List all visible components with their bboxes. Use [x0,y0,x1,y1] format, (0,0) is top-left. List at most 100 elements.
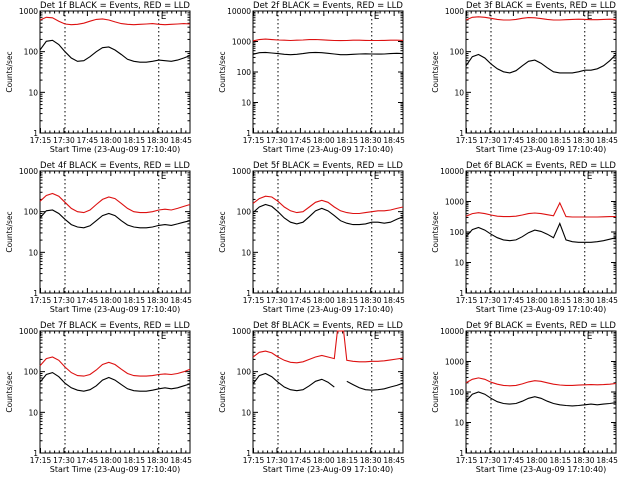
y-tick-label: 10000 [440,167,464,176]
x-tick-label: 18:15 [123,296,145,305]
y-tick-label: 10 [241,248,251,257]
y-tick-label: 10 [241,408,251,417]
x-tick-label: 18:45 [383,456,405,465]
detector-panel-7: Det 7f BLACK = Events, RED = LLD 1 10 100 10… [5,321,192,474]
plot-frame [252,330,404,454]
y-tick-label: 1000 [445,7,464,16]
x-tick-label: 18:45 [383,296,405,305]
y-tick-label: 10 [28,248,38,257]
x-tick-label: 18:45 [596,296,618,305]
detector-panel-8: Det 8f BLACK = Events, RED = LLD 1 10 100 10… [218,321,405,474]
panel-title: Det 9f BLACK = Events, RED = LLD [466,321,616,331]
detector-panel-1: Det 1f BLACK = Events, RED = LLD 1 10 100 10… [5,1,192,154]
plot-frame [39,330,191,454]
x-tick-label: 18:00 [100,136,122,145]
plot-frame [465,330,617,454]
x-tick-label: 18:00 [526,296,548,305]
x-axis-title: Start Time (23-Aug-09 17:10:40) [50,145,181,154]
y-axis-title: Counts/sec [431,51,440,92]
y-axis-title: Counts/sec [431,371,440,412]
x-tick-label: 17:45 [503,456,525,465]
x-tick-label: 17:15 [456,296,478,305]
plot-frame [252,170,404,294]
x-axis-title: Start Time (23-Aug-09 17:10:40) [476,305,607,314]
x-axis-title: Start Time (23-Aug-09 17:10:40) [476,145,607,154]
x-tick-label: 18:00 [313,456,335,465]
y-tick-label: 1 [33,129,38,138]
plot-frame [465,10,617,134]
x-tick-label: 18:00 [526,456,548,465]
events-series-line [39,209,191,229]
y-tick-label: 100 [24,48,39,57]
x-tick-label: 18:45 [170,136,192,145]
y-tick-label: 1 [459,289,464,298]
y-tick-label: 10 [454,419,464,428]
detector-panel-9: Det 9f BLACK = Events, RED = LLD 1 10 100 10… [431,321,618,474]
y-tick-label: 100 [237,208,252,217]
event-marker-label: E [374,172,380,182]
x-tick-label: 18:30 [360,136,382,145]
event-marker-label: E [161,172,167,182]
x-tick-label: 17:30 [266,296,288,305]
x-tick-label: 17:15 [243,456,265,465]
y-tick-label: 100 [450,388,465,397]
x-tick-label: 17:45 [503,296,525,305]
lld-series-line [252,195,404,215]
y-tick-label: 1 [246,289,251,298]
y-axis-title: Counts/sec [5,371,14,412]
x-tick-label: 18:15 [336,456,358,465]
events-series-line [252,203,404,226]
y-axis-title: Counts/sec [218,211,227,252]
y-tick-label: 100 [24,208,39,217]
y-tick-label: 100 [237,68,252,77]
y-tick-label: 100 [24,368,39,377]
detector-panel-5: Det 5f BLACK = Events, RED = LLD 1 10 100 10… [218,161,405,314]
lld-series-line [39,192,191,214]
y-tick-label: 1 [459,129,464,138]
x-tick-label: 18:30 [147,136,169,145]
events-series-line [252,51,404,56]
x-tick-label: 18:00 [313,296,335,305]
y-tick-label: 1000 [232,327,251,336]
x-tick-label: 18:30 [573,456,595,465]
x-tick-label: 17:30 [479,136,501,145]
event-marker-label: E [587,172,593,182]
x-tick-label: 17:30 [266,136,288,145]
event-marker-label: E [374,12,380,22]
x-tick-label: 18:15 [336,136,358,145]
x-tick-label: 17:30 [53,136,75,145]
y-tick-label: 1000 [445,358,464,367]
panel-title: Det 7f BLACK = Events, RED = LLD [40,321,190,331]
y-tick-label: 1000 [19,7,38,16]
lld-series-line [465,16,617,21]
x-tick-label: 17:45 [290,296,312,305]
x-tick-label: 18:45 [596,136,618,145]
x-tick-label: 18:45 [596,456,618,465]
x-tick-label: 17:15 [30,296,52,305]
lld-series-line [39,16,191,26]
y-tick-label: 10000 [440,327,464,336]
y-axis-title: Counts/sec [5,211,14,252]
x-tick-label: 17:15 [456,456,478,465]
event-marker-label: E [161,332,167,342]
x-tick-label: 17:30 [479,296,501,305]
events-series-line [39,371,191,392]
x-tick-label: 18:15 [123,456,145,465]
x-tick-label: 17:15 [456,136,478,145]
x-tick-label: 17:45 [77,136,99,145]
y-axis-title: Counts/sec [218,51,227,92]
x-axis-title: Start Time (23-Aug-09 17:10:40) [50,465,181,474]
x-tick-label: 18:30 [147,296,169,305]
y-tick-label: 10 [28,88,38,97]
y-tick-label: 10 [454,88,464,97]
x-tick-label: 17:30 [53,456,75,465]
x-tick-label: 18:30 [573,136,595,145]
x-tick-label: 18:00 [100,456,122,465]
x-tick-label: 17:45 [77,456,99,465]
panel-title: Det 2f BLACK = Events, RED = LLD [253,1,403,11]
events-series-line [465,53,617,74]
panel-title: Det 1f BLACK = Events, RED = LLD [40,1,190,11]
event-marker-label: E [587,332,593,342]
x-tick-label: 17:30 [479,456,501,465]
events-series-line [465,391,617,407]
